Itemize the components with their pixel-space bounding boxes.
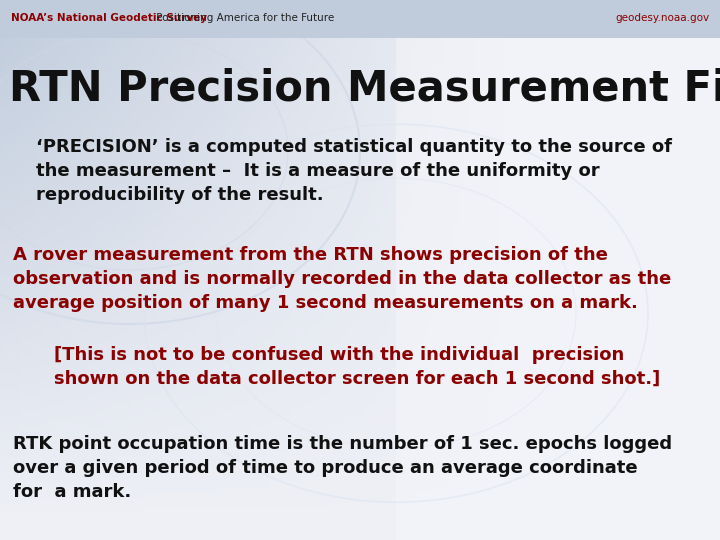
Text: RTN Precision Measurement Field Testing: RTN Precision Measurement Field Testing [9,68,720,110]
Text: NOAA’s National Geodetic Survey: NOAA’s National Geodetic Survey [11,13,207,23]
Bar [396,0,720,540]
Text: RTK point occupation time is the number of 1 sec. epochs logged
over a given per: RTK point occupation time is the number … [13,435,672,501]
Text: ‘PRECISION’ is a computed statistical quantity to the source of
the measurement : ‘PRECISION’ is a computed statistical qu… [36,138,672,204]
Text: A rover measurement from the RTN shows precision of the
observation and is norma: A rover measurement from the RTN shows p… [13,246,671,312]
Text: Positioning America for the Future: Positioning America for the Future [153,13,335,23]
Text: geodesy.noaa.gov: geodesy.noaa.gov [615,13,709,23]
Text: [This is not to be confused with the individual  precision
shown on the data col: [This is not to be confused with the ind… [54,346,660,388]
Bar [0,0,720,38]
